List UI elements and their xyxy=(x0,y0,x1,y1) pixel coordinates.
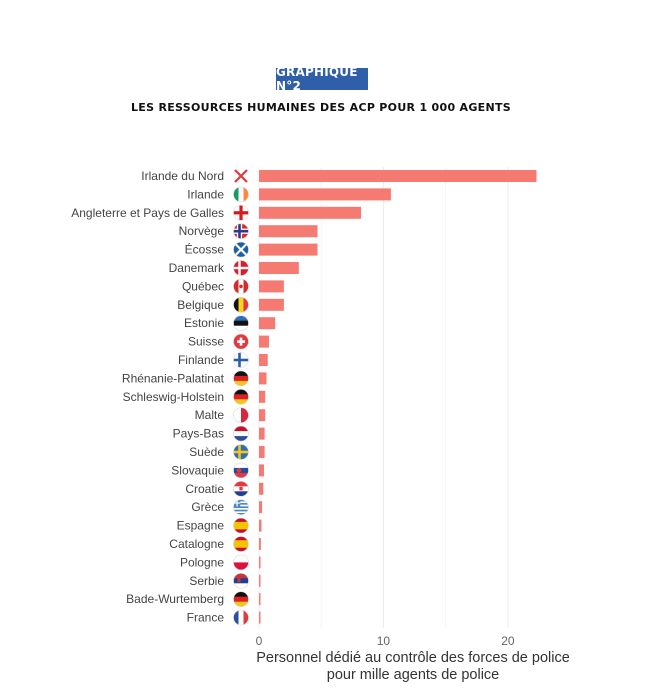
category-label: France xyxy=(187,611,225,625)
bar xyxy=(259,611,261,624)
belgium-flag-icon xyxy=(233,296,249,313)
chart-badge: GRAPHIQUE N°2 xyxy=(276,65,368,93)
denmark-flag-icon xyxy=(233,260,249,276)
bar xyxy=(259,538,261,550)
bar xyxy=(259,372,267,385)
category-label: Suède xyxy=(189,445,224,459)
bar xyxy=(259,427,265,440)
england-flag-icon xyxy=(233,205,249,221)
bar xyxy=(259,501,263,514)
sweden-flag-icon xyxy=(233,444,249,460)
norway-flag-icon xyxy=(233,223,249,239)
category-label: Québec xyxy=(182,279,224,293)
category-label: Malte xyxy=(195,408,225,422)
chart-subtitle: LES RESSOURCES HUMAINES DES ACP POUR 1 0… xyxy=(130,101,512,114)
croatia-flag-icon xyxy=(233,480,249,497)
bar xyxy=(259,206,362,219)
x-tick-label: 10 xyxy=(377,634,391,648)
ireland-flag-icon xyxy=(233,186,249,203)
x-axis-label: Personnel dédié au contrôle des forces d… xyxy=(256,650,570,666)
bar xyxy=(259,170,537,182)
x-tick-label: 20 xyxy=(501,634,515,648)
germany-flag-icon xyxy=(233,370,249,387)
germany-flag-icon xyxy=(233,388,249,405)
netherlands-flag-icon xyxy=(233,425,249,442)
category-label: Serbie xyxy=(189,574,224,588)
bar xyxy=(259,390,266,403)
bar xyxy=(259,243,318,256)
bar xyxy=(259,556,261,569)
slovakia-flag-icon xyxy=(233,462,249,479)
bar xyxy=(259,225,318,238)
bar xyxy=(259,482,264,495)
spain-flag-icon xyxy=(233,536,249,552)
bar xyxy=(259,262,299,274)
switzerland-flag-icon xyxy=(233,333,249,350)
bar xyxy=(259,464,264,477)
northern-ireland-flag-icon xyxy=(234,169,248,183)
spain-flag-icon xyxy=(233,517,249,534)
x-tick-label: 0 xyxy=(256,634,263,648)
category-label: Catalogne xyxy=(169,537,224,551)
finland-flag-icon xyxy=(233,352,249,368)
category-label: Schleswig-Holstein xyxy=(123,390,224,404)
france-flag-icon xyxy=(233,609,249,626)
category-label: Pays-Bas xyxy=(173,427,224,441)
serbia-flag-icon xyxy=(233,572,249,589)
malta-flag-icon xyxy=(233,407,249,424)
category-label: Écosse xyxy=(185,242,225,257)
bar xyxy=(259,354,268,366)
estonia-flag-icon xyxy=(233,315,249,332)
category-label: Estonie xyxy=(184,316,224,330)
category-label: Belgique xyxy=(177,298,224,312)
x-axis-label-line2: pour mille agents de police xyxy=(327,667,500,683)
bar xyxy=(259,188,391,201)
category-label: Suisse xyxy=(188,335,224,349)
greece-flag-icon xyxy=(233,499,249,516)
category-label: Angleterre et Pays de Galles xyxy=(71,206,224,220)
category-label: Croatie xyxy=(185,482,224,496)
bar xyxy=(259,317,276,330)
bar xyxy=(259,519,262,532)
category-label: Pologne xyxy=(180,555,224,569)
category-label: Irlande xyxy=(187,187,224,201)
category-label: Bade-Wurtemberg xyxy=(126,592,224,606)
bar xyxy=(259,446,265,458)
germany-flag-icon xyxy=(233,591,249,608)
bar xyxy=(259,593,261,606)
category-label: Irlande du Nord xyxy=(141,169,224,183)
poland-flag-icon xyxy=(233,554,249,571)
quebec-flag-icon xyxy=(233,278,249,295)
bar xyxy=(259,574,261,587)
category-label: Espagne xyxy=(177,519,225,533)
category-label: Finlande xyxy=(178,353,224,367)
scotland-flag-icon xyxy=(233,241,249,258)
category-label: Slovaquie xyxy=(171,463,224,477)
category-label: Norvège xyxy=(179,224,225,238)
bar xyxy=(259,280,284,293)
category-label: Grèce xyxy=(191,500,224,514)
bar xyxy=(259,409,266,422)
category-label: Danemark xyxy=(169,261,225,275)
bar xyxy=(259,298,284,311)
category-label: Rhénanie-Palatinat xyxy=(122,371,225,385)
bar xyxy=(259,335,269,348)
